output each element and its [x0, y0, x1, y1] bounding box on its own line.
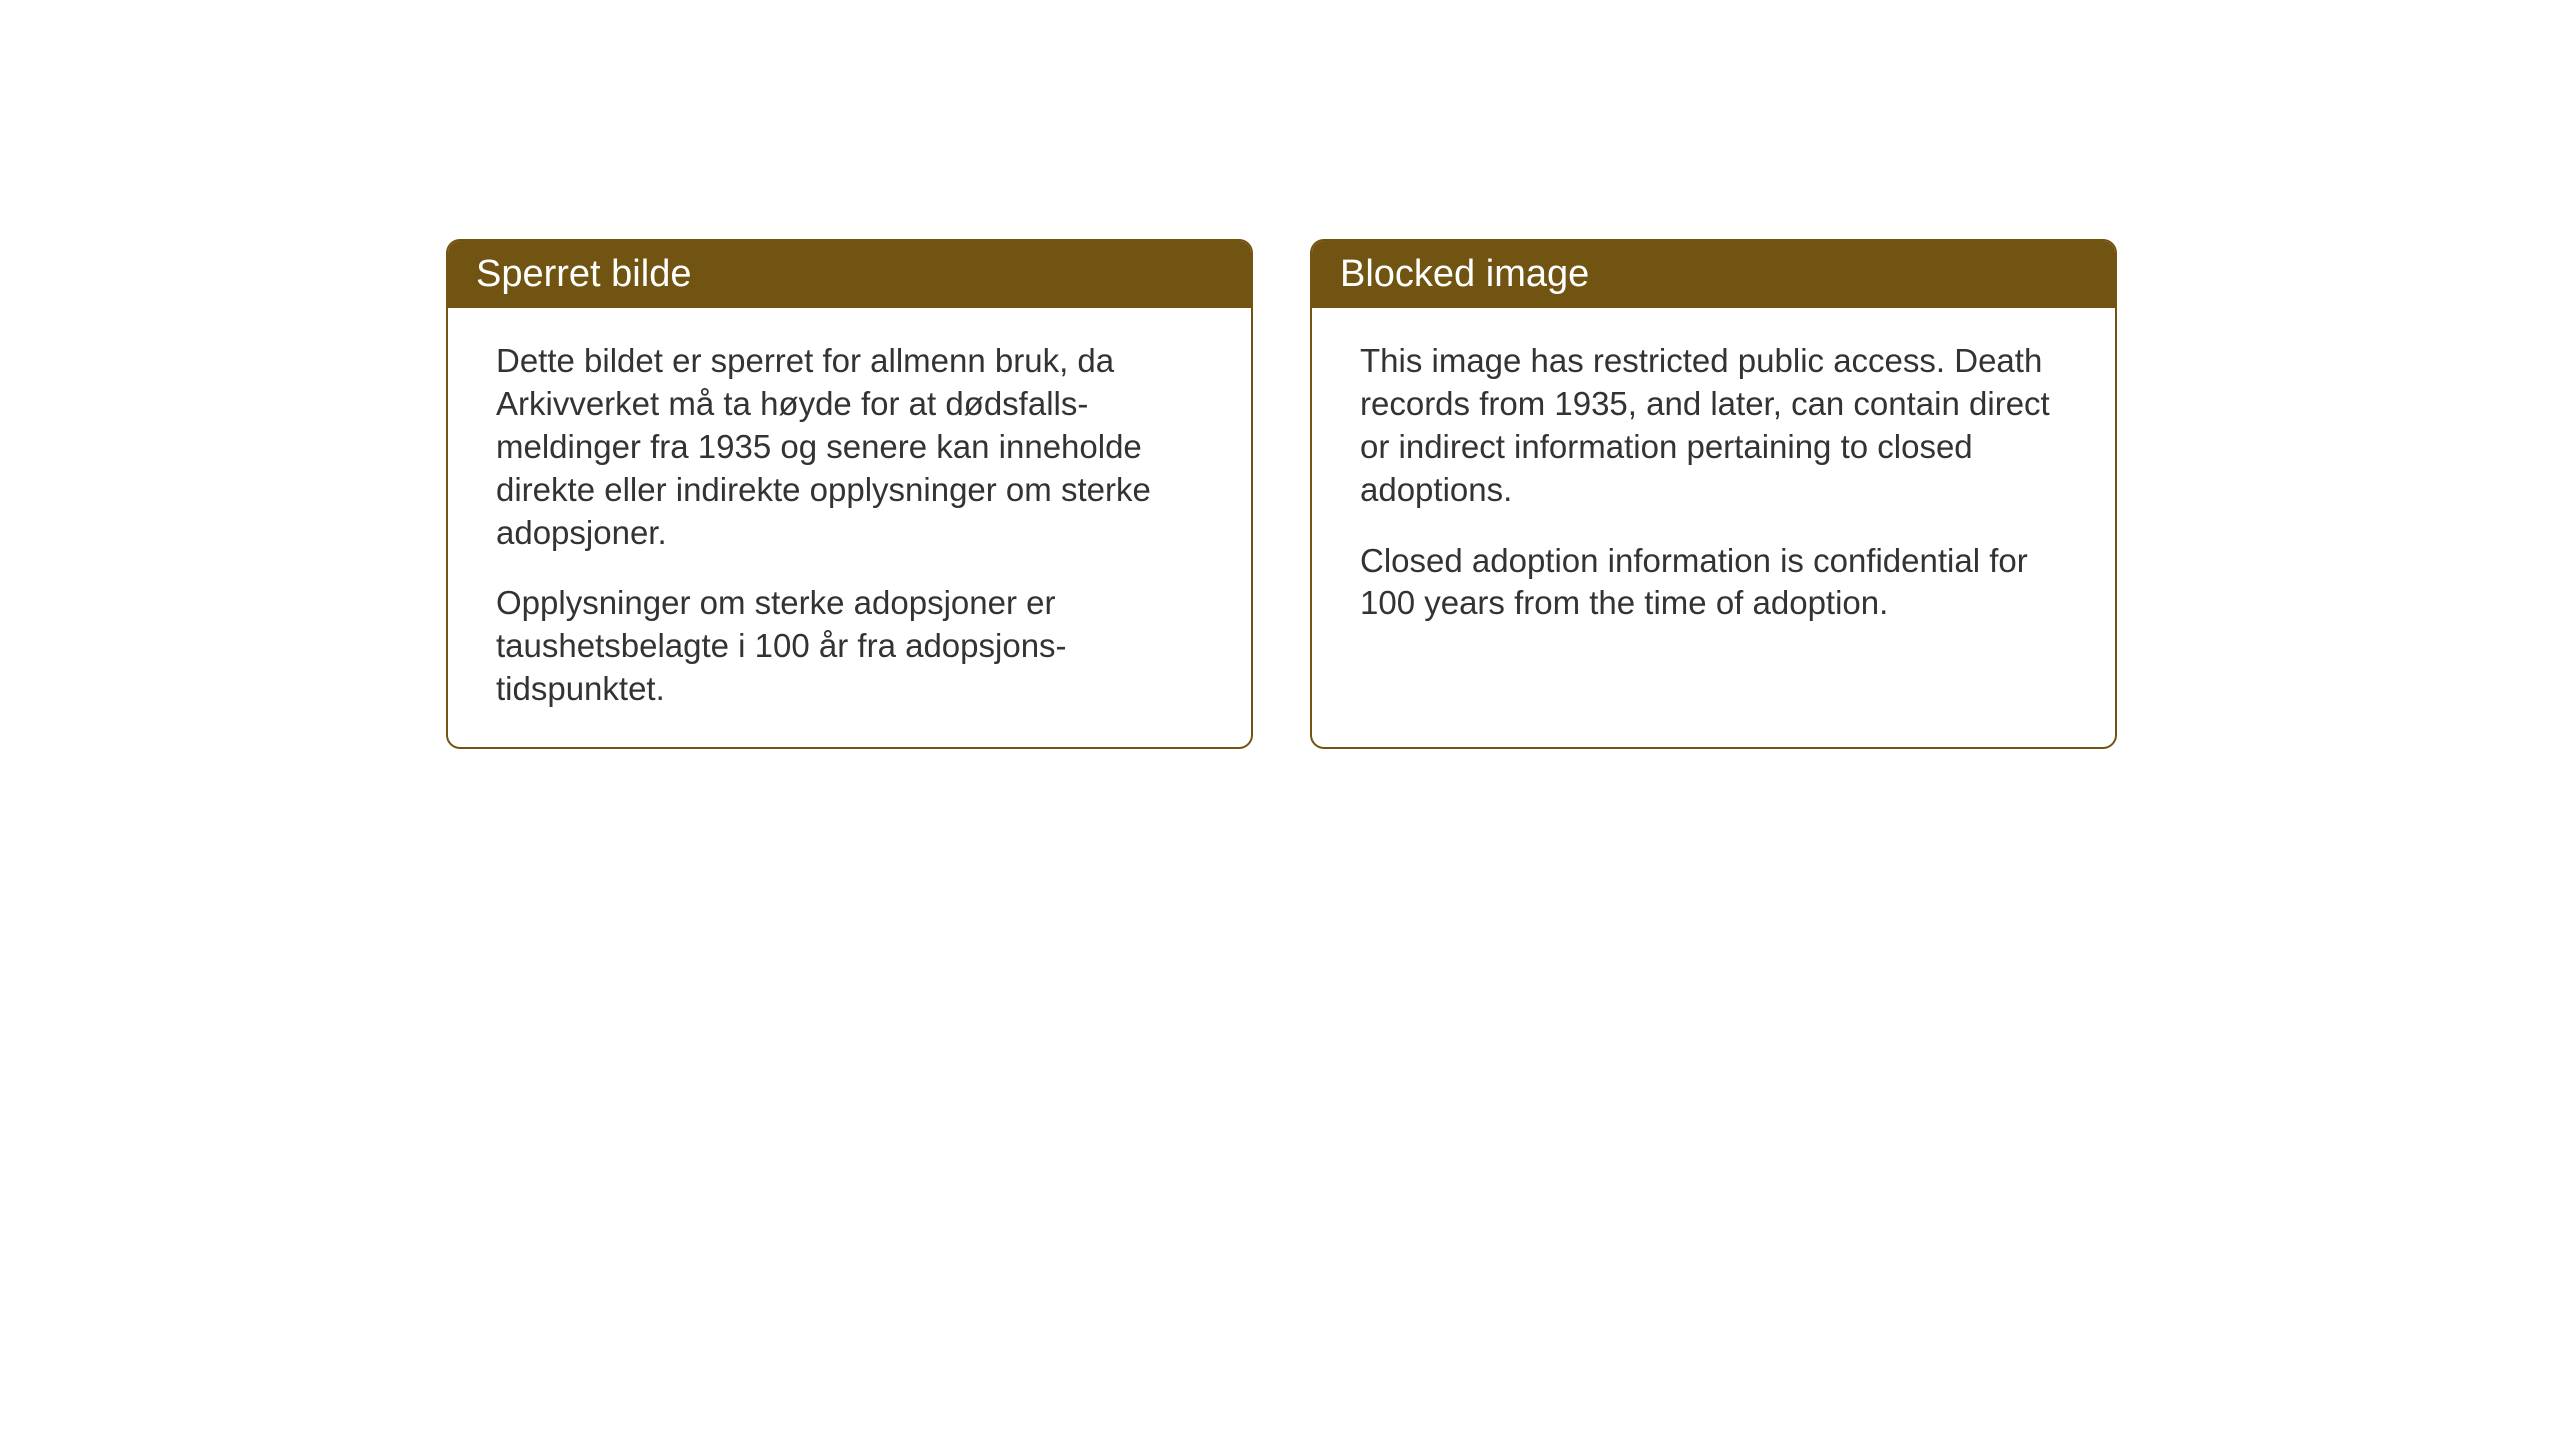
card-header-english: Blocked image	[1312, 241, 2115, 308]
notice-cards-container: Sperret bilde Dette bildet er sperret fo…	[446, 239, 2117, 749]
card-paragraph-english-1: This image has restricted public access.…	[1360, 340, 2067, 512]
notice-card-norwegian: Sperret bilde Dette bildet er sperret fo…	[446, 239, 1253, 749]
notice-card-english: Blocked image This image has restricted …	[1310, 239, 2117, 749]
card-title-norwegian: Sperret bilde	[476, 253, 691, 295]
card-title-english: Blocked image	[1340, 253, 1589, 295]
card-paragraph-norwegian-1: Dette bildet er sperret for allmenn bruk…	[496, 340, 1203, 554]
card-paragraph-english-2: Closed adoption information is confident…	[1360, 540, 2067, 626]
card-paragraph-norwegian-2: Opplysninger om sterke adopsjoner er tau…	[496, 582, 1203, 711]
card-body-english: This image has restricted public access.…	[1312, 308, 2115, 733]
card-header-norwegian: Sperret bilde	[448, 241, 1251, 308]
card-body-norwegian: Dette bildet er sperret for allmenn bruk…	[448, 308, 1251, 747]
